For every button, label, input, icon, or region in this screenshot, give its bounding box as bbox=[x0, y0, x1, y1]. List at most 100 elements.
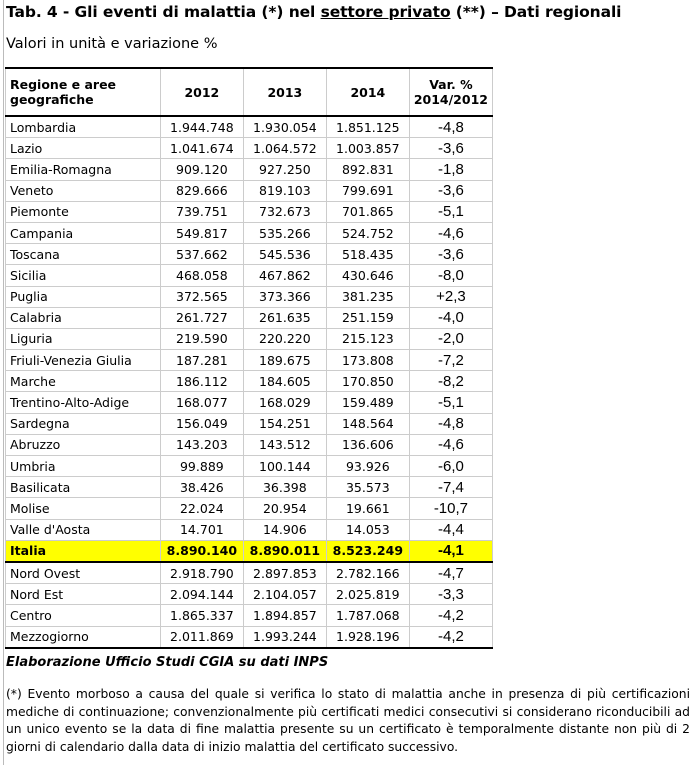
value-cell: 93.926 bbox=[325, 454, 410, 478]
region-cell: Mezzogiorno bbox=[5, 625, 161, 649]
variation-cell: -4,4 bbox=[408, 518, 494, 541]
value-cell: 100.144 bbox=[242, 454, 327, 478]
region-cell: Molise bbox=[5, 497, 161, 520]
table-row: Lazio 1.041.674 1.064.572 1.003.857 -3,6 bbox=[5, 137, 494, 160]
value-cell: 168.077 bbox=[159, 391, 244, 414]
variation-cell: -5,1 bbox=[408, 391, 494, 414]
region-cell: Sicilia bbox=[5, 264, 161, 287]
region-cell: Abruzzo bbox=[5, 433, 161, 457]
region-cell: Campania bbox=[5, 221, 161, 245]
variation-cell: -7,4 bbox=[408, 476, 494, 499]
value-cell: 215.123 bbox=[325, 327, 410, 351]
table-row: Marche 186.112 184.605 170.850 -8,2 bbox=[5, 370, 494, 393]
table-row: Nord Ovest 2.918.790 2.897.853 2.782.166 -4,… bbox=[5, 561, 494, 585]
value-cell: 38.426 bbox=[159, 476, 244, 499]
region-cell: Lombardia bbox=[5, 115, 161, 139]
region-cell: Trentino-Alto-Adige bbox=[5, 391, 161, 414]
table-row: Basilicata 38.426 36.398 35.573 -7,4 bbox=[5, 476, 494, 499]
header-2014: 2014 bbox=[325, 67, 410, 117]
table-row: Sicilia 468.058 467.862 430.646 -8,0 bbox=[5, 264, 494, 287]
table-row: Sardegna 156.049 154.251 148.564 -4,8 bbox=[5, 412, 494, 435]
page-title: Tab. 4 - Gli eventi di malattia (*) nel … bbox=[6, 3, 622, 21]
header-2012: 2012 bbox=[159, 67, 244, 117]
value-cell: 2.011.869 bbox=[159, 625, 244, 649]
value-cell: 1.944.748 bbox=[159, 115, 244, 139]
region-cell: Nord Ovest bbox=[5, 561, 161, 585]
value-cell: 518.435 bbox=[325, 243, 410, 266]
table-row: Puglia 372.565 373.366 381.235 +2,3 bbox=[5, 285, 494, 308]
value-cell: 173.808 bbox=[325, 349, 410, 372]
variation-cell: -4,1 bbox=[408, 539, 494, 563]
header-row: Regione e aree geografiche 2012 2013 201… bbox=[5, 67, 494, 117]
value-cell: 8.890.140 bbox=[159, 539, 244, 563]
value-cell: 143.512 bbox=[242, 433, 327, 457]
value-cell: 909.120 bbox=[159, 158, 244, 181]
variation-cell: +2,3 bbox=[408, 285, 494, 308]
region-cell: Toscana bbox=[5, 243, 161, 266]
table-row: Liguria 219.590 220.220 215.123 -2,0 bbox=[5, 327, 494, 351]
header-2013: 2013 bbox=[242, 67, 327, 117]
value-cell: 1.993.244 bbox=[242, 625, 327, 649]
table-body: Lombardia 1.944.748 1.930.054 1.851.125 -4,8… bbox=[5, 115, 494, 649]
region-cell: Nord Est bbox=[5, 583, 161, 606]
title-suffix: (**) – Dati regionali bbox=[450, 3, 622, 21]
value-cell: 19.661 bbox=[325, 497, 410, 520]
value-cell: 36.398 bbox=[242, 476, 327, 499]
header-region: Regione e aree geografiche bbox=[5, 67, 161, 117]
variation-cell: -7,2 bbox=[408, 349, 494, 372]
table-row: Italia 8.890.140 8.890.011 8.523.249 -4,1 bbox=[5, 539, 494, 563]
page-edge bbox=[3, 0, 4, 765]
region-cell: Liguria bbox=[5, 327, 161, 351]
value-cell: 220.220 bbox=[242, 327, 327, 351]
table-row: Valle d'Aosta 14.701 14.906 14.053 -4,4 bbox=[5, 518, 494, 541]
value-cell: 430.646 bbox=[325, 264, 410, 287]
value-cell: 799.691 bbox=[325, 179, 410, 202]
value-cell: 159.489 bbox=[325, 391, 410, 414]
value-cell: 2.897.853 bbox=[242, 561, 327, 585]
value-cell: 8.890.011 bbox=[242, 539, 327, 563]
variation-cell: -2,0 bbox=[408, 327, 494, 351]
table-row: Calabria 261.727 261.635 251.159 -4,0 bbox=[5, 306, 494, 329]
value-cell: 219.590 bbox=[159, 327, 244, 351]
table-row: Centro 1.865.337 1.894.857 1.787.068 -4,2 bbox=[5, 604, 494, 627]
region-cell: Friuli-Venezia Giulia bbox=[5, 349, 161, 372]
value-cell: 372.565 bbox=[159, 285, 244, 308]
value-cell: 2.918.790 bbox=[159, 561, 244, 585]
value-cell: 168.029 bbox=[242, 391, 327, 414]
table-row: Piemonte 739.751 732.673 701.865 -5,1 bbox=[5, 200, 494, 223]
title-prefix: Tab. 4 - Gli eventi di malattia (*) nel bbox=[6, 3, 321, 21]
region-cell: Umbria bbox=[5, 454, 161, 478]
region-cell: Sardegna bbox=[5, 412, 161, 435]
value-cell: 148.564 bbox=[325, 412, 410, 435]
value-cell: 189.675 bbox=[242, 349, 327, 372]
value-cell: 154.251 bbox=[242, 412, 327, 435]
region-cell: Veneto bbox=[5, 179, 161, 202]
value-cell: 156.049 bbox=[159, 412, 244, 435]
value-cell: 251.159 bbox=[325, 306, 410, 329]
variation-cell: -3,6 bbox=[408, 137, 494, 160]
value-cell: 2.094.144 bbox=[159, 583, 244, 606]
value-cell: 1.928.196 bbox=[325, 625, 410, 649]
table-row: Trentino-Alto-Adige 168.077 168.029 159.489… bbox=[5, 391, 494, 414]
region-cell: Puglia bbox=[5, 285, 161, 308]
value-cell: 732.673 bbox=[242, 200, 327, 223]
value-cell: 524.752 bbox=[325, 221, 410, 245]
value-cell: 1.064.572 bbox=[242, 137, 327, 160]
value-cell: 739.751 bbox=[159, 200, 244, 223]
variation-cell: -4,7 bbox=[408, 561, 494, 585]
value-cell: 535.266 bbox=[242, 221, 327, 245]
title-underlined: settore privato bbox=[320, 3, 451, 21]
table-row: Veneto 829.666 819.103 799.691 -3,6 bbox=[5, 179, 494, 202]
region-cell: Italia bbox=[5, 539, 161, 563]
value-cell: 8.523.249 bbox=[325, 539, 410, 563]
table-row: Toscana 537.662 545.536 518.435 -3,6 bbox=[5, 243, 494, 266]
value-cell: 892.831 bbox=[325, 158, 410, 181]
value-cell: 545.536 bbox=[242, 243, 327, 266]
variation-cell: -4,0 bbox=[408, 306, 494, 329]
table-row: Emilia-Romagna 909.120 927.250 892.831 -1,8 bbox=[5, 158, 494, 181]
value-cell: 2.782.166 bbox=[325, 561, 410, 585]
region-cell: Piemonte bbox=[5, 200, 161, 223]
value-cell: 1.041.674 bbox=[159, 137, 244, 160]
value-cell: 35.573 bbox=[325, 476, 410, 499]
value-cell: 186.112 bbox=[159, 370, 244, 393]
